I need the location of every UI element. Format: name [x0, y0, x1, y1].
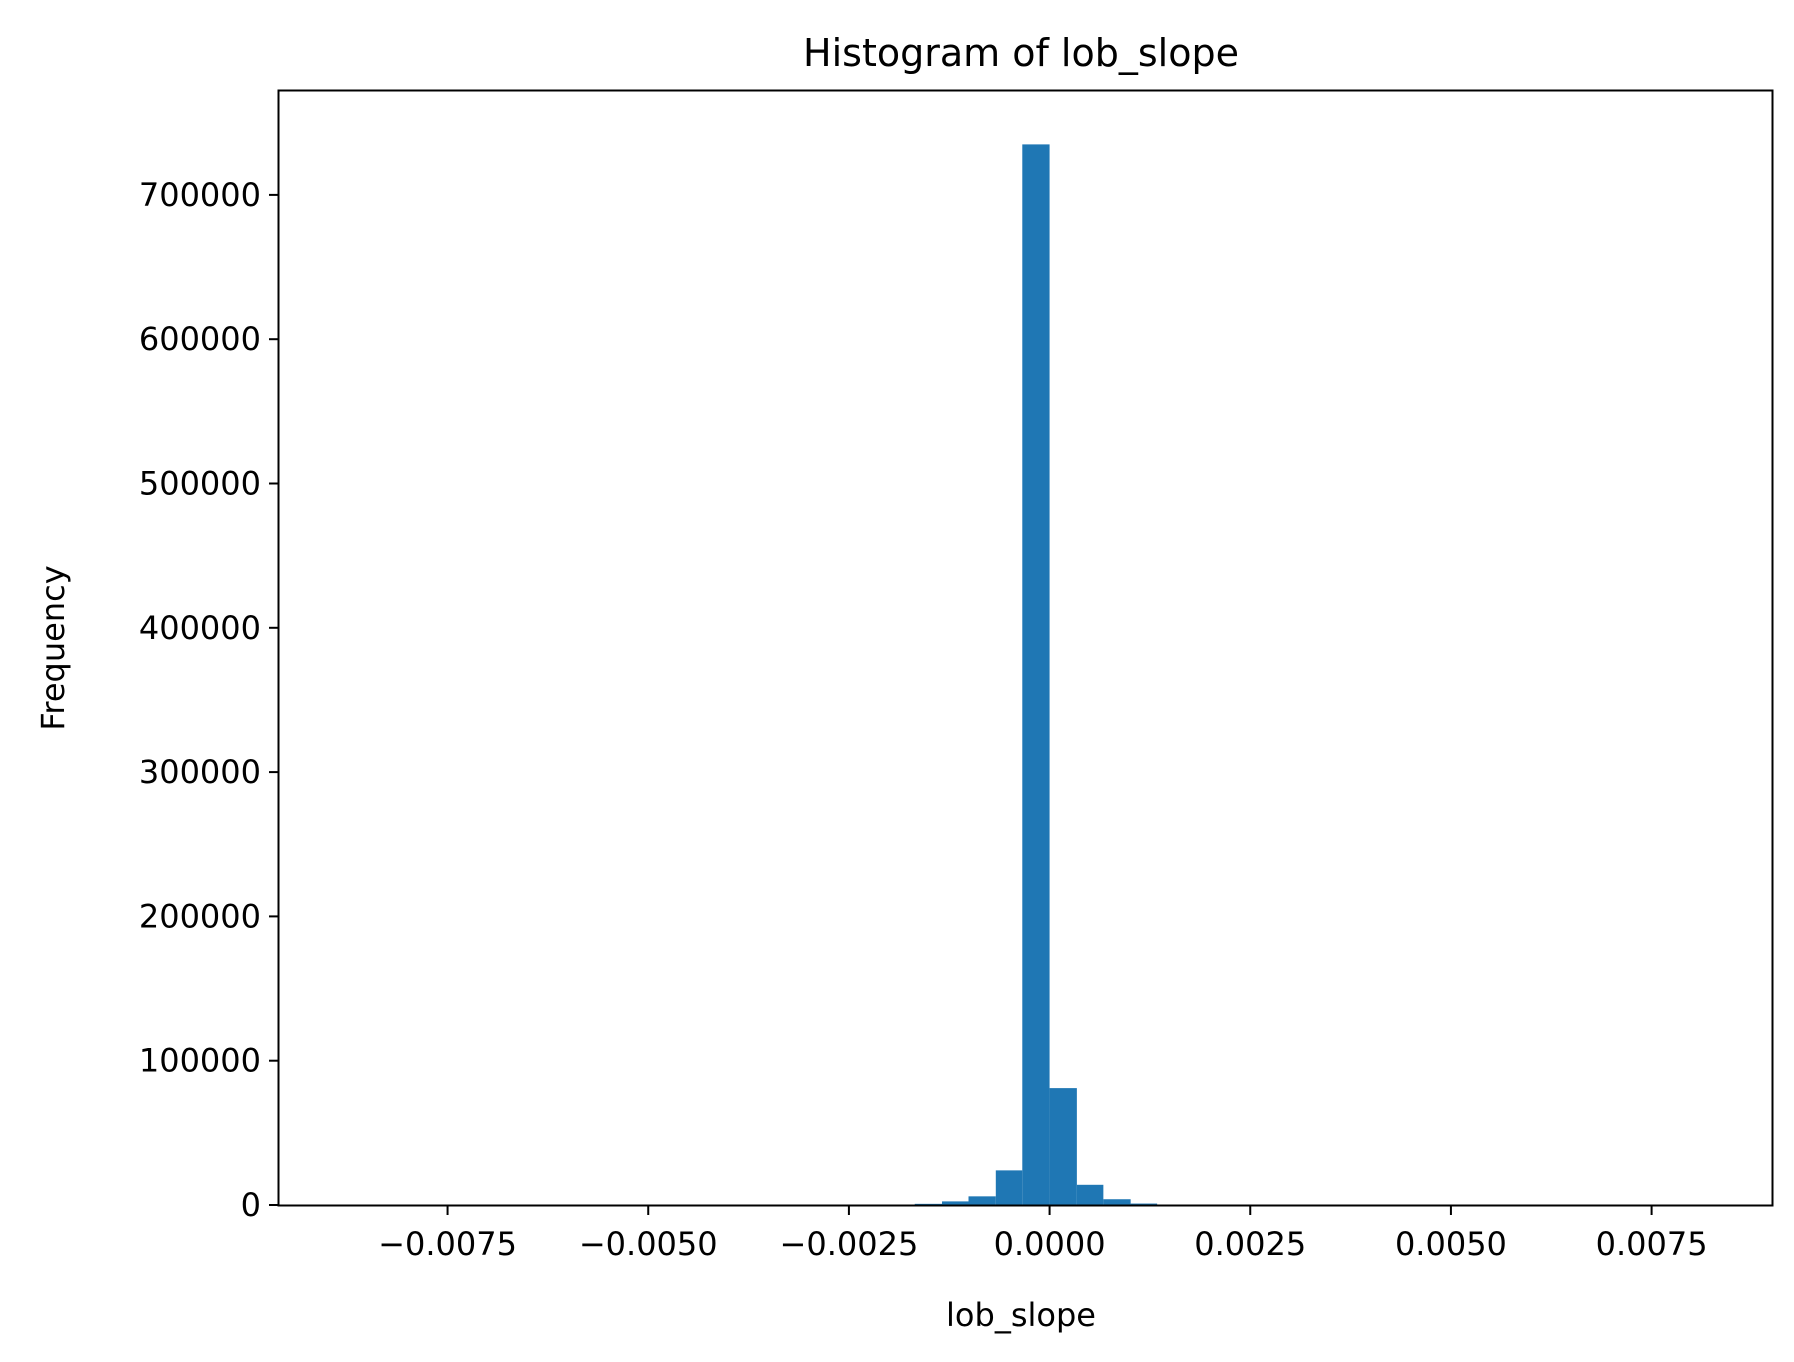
histogram-bar — [1049, 1088, 1077, 1205]
x-tick-label: −0.0050 — [579, 1225, 718, 1263]
y-tick-label: 300000 — [139, 753, 261, 791]
y-axis-label: Frequency — [34, 565, 72, 730]
y-tick-label: 700000 — [139, 176, 261, 214]
histogram-bar — [942, 1201, 969, 1205]
y-axis-ticks: 0 100000 200000 300000 400000 500000 600000 700… — [139, 176, 279, 1224]
plot-frame — [277, 89, 1774, 1207]
y-tick-label: 100000 — [139, 1042, 261, 1080]
x-axis-ticks: −0.0075 −0.0050 −0.0025 0.0000 0.0025 0.0050 0… — [378, 1205, 1708, 1263]
y-tick-label: 500000 — [139, 464, 261, 502]
x-tick-label: −0.0075 — [378, 1225, 517, 1263]
y-tick-label: 0 — [241, 1186, 261, 1224]
y-tick-label: 200000 — [139, 897, 261, 935]
y-tick-label: 400000 — [139, 609, 261, 647]
bars-layer — [914, 144, 1158, 1205]
chart-title: Histogram of lob_slope — [803, 31, 1239, 75]
y-tick-label: 600000 — [139, 320, 261, 358]
x-tick-label: 0.0000 — [994, 1225, 1106, 1263]
histogram-bar — [1103, 1199, 1131, 1205]
x-tick-label: 0.0025 — [1194, 1225, 1306, 1263]
x-tick-label: 0.0050 — [1395, 1225, 1507, 1263]
histogram-bar — [995, 1170, 1023, 1205]
histogram-bar — [1076, 1184, 1104, 1205]
x-tick-label: −0.0025 — [780, 1225, 919, 1263]
histogram-bar — [1130, 1203, 1158, 1205]
x-axis-label: lob_slope — [946, 1296, 1096, 1334]
histogram-bar — [968, 1196, 996, 1205]
histogram-bar — [1022, 144, 1050, 1205]
x-tick-label: 0.0075 — [1596, 1225, 1708, 1263]
histogram-bar — [914, 1203, 943, 1205]
